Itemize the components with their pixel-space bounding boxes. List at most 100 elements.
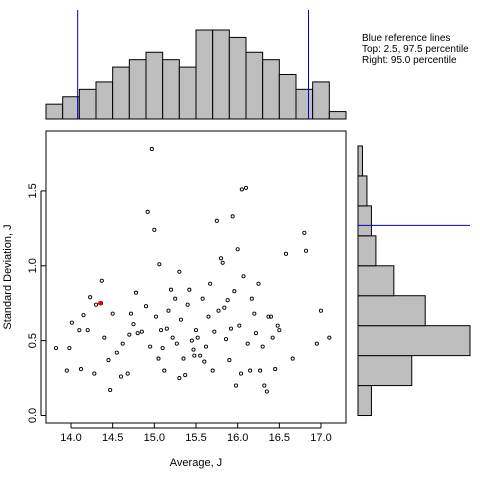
scatter-point (178, 317, 184, 322)
scatter-point (114, 350, 119, 355)
scatter-point (148, 344, 153, 349)
top-histogram-bar (145, 51, 164, 120)
right-histogram-bar (357, 205, 372, 237)
right-histogram-bar (357, 295, 426, 327)
x-tick-label: 16.5 (269, 432, 290, 444)
scatter-point (64, 368, 69, 373)
scatter-point (189, 338, 194, 343)
top-histogram-bar (228, 36, 247, 120)
scatter-point (145, 209, 150, 214)
scatter-point (131, 322, 136, 327)
main-plot-frame (45, 130, 347, 424)
scatter-point (248, 368, 253, 373)
scatter-point (120, 341, 125, 346)
y-tick-label: 1.5 (27, 183, 39, 198)
scatter-point (210, 368, 215, 373)
scatter-point (258, 368, 263, 373)
y-axis: 0.0 0.5 1.0 1.5 (27, 183, 46, 423)
scatter-point (177, 376, 182, 381)
scatter-point (133, 290, 139, 295)
scatter-point (222, 305, 227, 310)
scatter-point (99, 278, 104, 283)
scatter-point (290, 356, 295, 361)
top-histogram-bar (212, 29, 230, 120)
scatter-point (220, 260, 225, 265)
scatter-point (78, 367, 84, 372)
scatter-point (275, 323, 280, 328)
scatter-point (181, 356, 186, 361)
scatter-point (249, 296, 254, 301)
scatter-point (245, 341, 250, 346)
reference-lines-note: Blue reference lines Top: 2.5, 97.5 perc… (362, 33, 469, 66)
scatter-point (239, 187, 244, 192)
x-tick-label: 15.5 (185, 432, 206, 444)
scatter-point (202, 359, 207, 364)
x-tick-label: 14.0 (60, 432, 81, 444)
right-marginal-histogram (357, 145, 471, 417)
scatter-point (125, 371, 130, 376)
scatter-point (277, 328, 282, 333)
scatter-point (262, 383, 267, 388)
scatter-point (128, 311, 134, 316)
scatter-point (77, 328, 82, 333)
top-marginal-histogram (45, 10, 347, 120)
scatter-point (135, 331, 140, 336)
scatter-point (266, 314, 271, 319)
y-tick-label: 0.5 (27, 333, 39, 348)
scatter-point (252, 311, 257, 316)
right-histogram-bar (357, 265, 395, 297)
scatter-point (233, 383, 239, 388)
top-histogram-bar (128, 59, 147, 120)
scatter-point (191, 347, 196, 352)
scatter-point (158, 328, 164, 333)
scatter-point (268, 314, 274, 319)
highlighted-point (97, 300, 103, 306)
scatter-point (139, 329, 144, 334)
y-tick-label: 1.0 (27, 258, 39, 273)
top-histogram-bar (328, 111, 347, 120)
scatter-point (200, 296, 205, 301)
top-histogram-bar (78, 88, 97, 120)
scatter-point (153, 314, 159, 319)
note-line-2: Top: 2.5, 97.5 percentile (362, 44, 469, 55)
x-axis-title: Average, J (170, 457, 222, 469)
scatter-point (270, 335, 275, 340)
scatter-point (256, 281, 261, 286)
scatter-point (237, 323, 242, 328)
scatter-point (67, 346, 72, 351)
scatter-point (170, 335, 175, 340)
y-axis-title: Standard Deviation, J (2, 224, 14, 329)
scatter-point (208, 281, 213, 286)
right-histogram-bar (357, 175, 368, 207)
scatter-point (183, 373, 188, 378)
scatter-point (93, 302, 99, 307)
scatter-points (53, 146, 332, 394)
top-histogram-bar (262, 59, 280, 120)
scatter-point (192, 353, 197, 358)
scatter-point (302, 230, 307, 235)
x-axis: 14.0 14.5 15.0 15.5 16.0 16.5 17.0 (60, 423, 332, 444)
top-histogram-bar (312, 81, 330, 120)
scatter-point (303, 248, 309, 253)
top-histogram-bar (112, 66, 130, 120)
scatter-point (187, 287, 192, 292)
top-histogram-bar (295, 88, 314, 120)
scatter-point (195, 335, 200, 340)
right-histogram-bar (357, 325, 471, 357)
scatter-point (81, 313, 86, 318)
scatter-point (214, 218, 219, 223)
scatter-point (110, 311, 115, 316)
top-histogram-bar (62, 96, 80, 120)
scatter-point (253, 331, 259, 336)
scatter-point (230, 214, 235, 219)
scatter-point (149, 146, 154, 152)
scatter-point (193, 328, 199, 333)
scatter-point (223, 337, 229, 342)
top-histogram-bar (162, 59, 180, 120)
scatter-point (102, 335, 107, 340)
top-histogram-bar (245, 51, 264, 120)
top-histogram-bar (178, 66, 197, 120)
scatter-point (174, 341, 179, 346)
scatter-point (177, 269, 182, 274)
